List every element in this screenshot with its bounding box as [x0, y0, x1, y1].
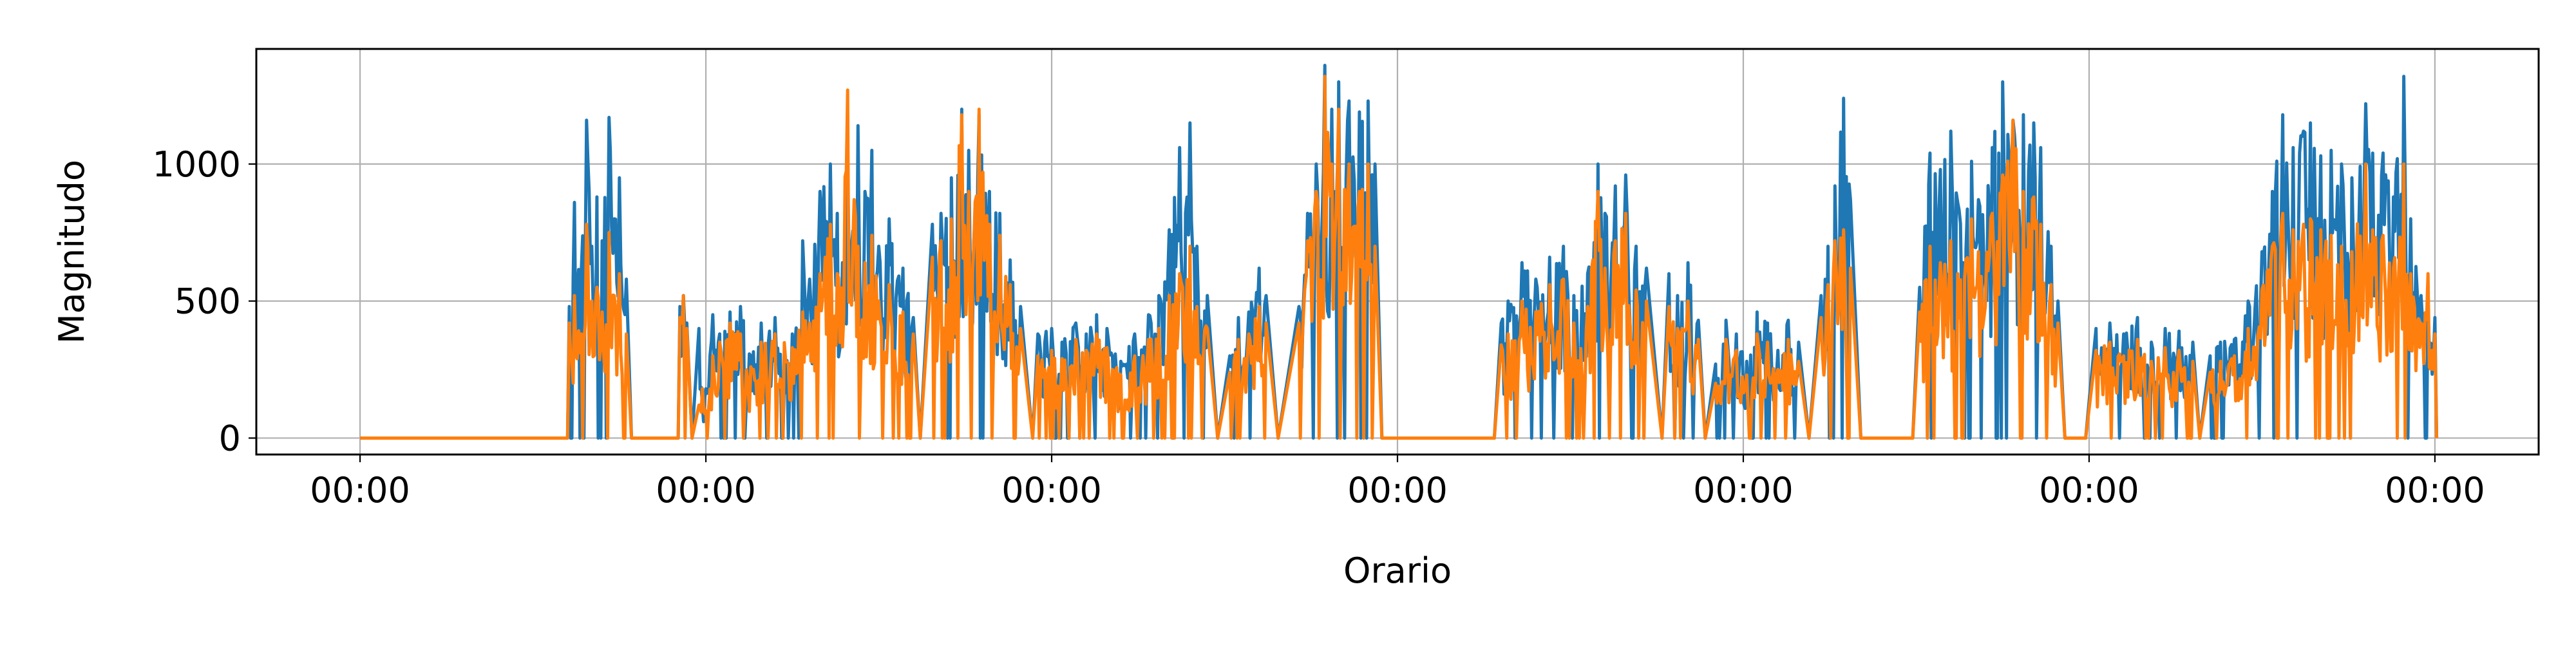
- y-axis-label: Magnitudo: [52, 160, 92, 344]
- x-tick-label: 00:00: [1347, 470, 1448, 511]
- y-tick-label: 1000: [153, 144, 241, 185]
- x-tick-label: 00:00: [656, 470, 756, 511]
- x-axis-label: Orario: [1343, 550, 1452, 591]
- x-tick-label: 00:00: [1001, 470, 1102, 511]
- tick-layer: 00:00 00:00 00:00 00:00 00:00 00:00 00:00 0 500 1…: [153, 144, 2485, 511]
- series-layer: [360, 64, 2439, 440]
- x-tick-label: 00:00: [310, 470, 410, 511]
- x-tick-label: 00:00: [2385, 470, 2485, 511]
- y-tick-label: 500: [175, 281, 241, 322]
- y-tick-label: 0: [219, 418, 241, 458]
- series-line-2: [360, 75, 2439, 440]
- x-tick-label: 00:00: [2039, 470, 2139, 511]
- x-tick-label: 00:00: [1693, 470, 1794, 511]
